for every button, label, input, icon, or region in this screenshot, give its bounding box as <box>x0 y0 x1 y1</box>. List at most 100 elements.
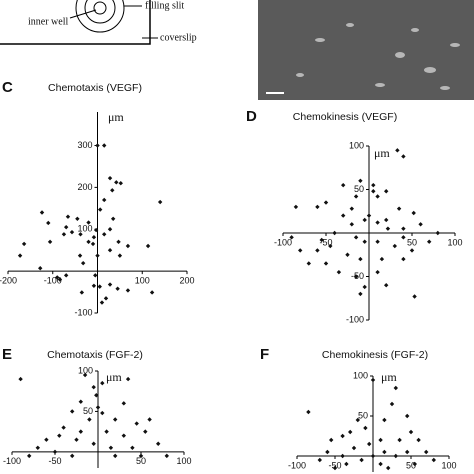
point <box>121 401 126 406</box>
point <box>336 269 342 275</box>
point <box>91 283 97 288</box>
point <box>78 232 83 237</box>
point <box>319 237 324 243</box>
point <box>384 217 389 223</box>
point <box>115 286 120 291</box>
y-tick-label: 50 <box>358 410 368 420</box>
point <box>38 265 43 271</box>
point <box>370 453 376 459</box>
point <box>102 232 107 237</box>
point <box>100 410 105 416</box>
point <box>65 214 71 219</box>
point <box>164 453 169 459</box>
x-tick-label: 100 <box>441 460 456 470</box>
point <box>91 441 96 446</box>
chart-title: Chemokinesis (FGF-2) <box>322 349 428 361</box>
panel-label: D <box>246 108 257 125</box>
point <box>306 409 311 415</box>
inner-ring <box>93 1 107 15</box>
y-axis-label: μm <box>106 370 122 384</box>
point <box>149 290 155 295</box>
point <box>63 224 69 230</box>
point <box>102 197 107 203</box>
point <box>323 200 329 205</box>
point <box>371 182 376 188</box>
point <box>100 380 105 386</box>
point <box>57 277 63 282</box>
point <box>21 241 27 247</box>
chart-title: Chemotaxis (FGF-2) <box>47 349 143 361</box>
point <box>393 385 398 391</box>
point <box>355 417 360 423</box>
point <box>86 220 91 225</box>
point <box>82 372 88 378</box>
point <box>298 248 303 253</box>
point <box>348 429 353 435</box>
point <box>424 449 429 455</box>
x-tick-label: -100 <box>3 456 21 466</box>
point <box>366 213 372 218</box>
point <box>412 294 417 299</box>
chamber-diagram: inner well filling slit coverslip <box>0 0 197 45</box>
x-tick-label: -100 <box>44 276 62 286</box>
point <box>393 453 398 459</box>
chart-title: Chemotaxis (VEGF) <box>48 82 142 94</box>
point <box>55 275 60 280</box>
point <box>345 252 350 257</box>
point <box>103 296 109 301</box>
point <box>328 243 333 249</box>
point <box>97 284 102 289</box>
point <box>353 194 359 199</box>
point <box>396 206 402 211</box>
cell <box>375 83 385 87</box>
x-tick-label: -100 <box>288 460 306 470</box>
point <box>138 453 144 459</box>
point <box>97 207 103 212</box>
point <box>117 253 123 258</box>
point <box>359 457 364 463</box>
point <box>95 405 101 410</box>
point <box>344 461 349 467</box>
point <box>340 453 345 459</box>
point <box>143 429 148 434</box>
point <box>93 273 98 278</box>
point <box>384 283 389 288</box>
y-tick-label: 100 <box>78 365 93 375</box>
point <box>80 260 86 266</box>
point <box>46 220 51 226</box>
point <box>375 220 380 225</box>
point <box>382 449 387 455</box>
point <box>39 210 45 215</box>
point <box>44 437 49 442</box>
point <box>340 433 345 439</box>
x-tick-label: 100 <box>176 456 191 466</box>
point <box>401 226 406 231</box>
x-tick-label: 100 <box>447 237 462 247</box>
cell <box>440 86 450 90</box>
point <box>70 409 75 414</box>
point <box>70 453 75 459</box>
y-tick-label: 100 <box>77 224 92 234</box>
x-tick-label: 200 <box>179 276 194 286</box>
y-tick-label: -100 <box>346 314 364 324</box>
point <box>371 189 376 194</box>
point <box>349 222 354 227</box>
point <box>317 457 322 463</box>
point <box>358 178 363 183</box>
x-tick-label: 50 <box>136 456 146 466</box>
diagram-label: filling slit <box>145 0 184 11</box>
chart-title: Chemokinesis (VEGF) <box>293 111 397 123</box>
point <box>77 253 83 258</box>
point <box>121 433 126 438</box>
point <box>157 199 163 205</box>
y-tick-label: 50 <box>83 406 93 416</box>
point <box>145 243 151 249</box>
x-tick-label: -50 <box>328 460 341 470</box>
point <box>382 417 387 423</box>
point <box>57 433 62 438</box>
point <box>427 239 432 244</box>
point <box>397 437 402 443</box>
cell <box>450 43 460 47</box>
point <box>362 239 367 244</box>
point <box>79 290 85 295</box>
